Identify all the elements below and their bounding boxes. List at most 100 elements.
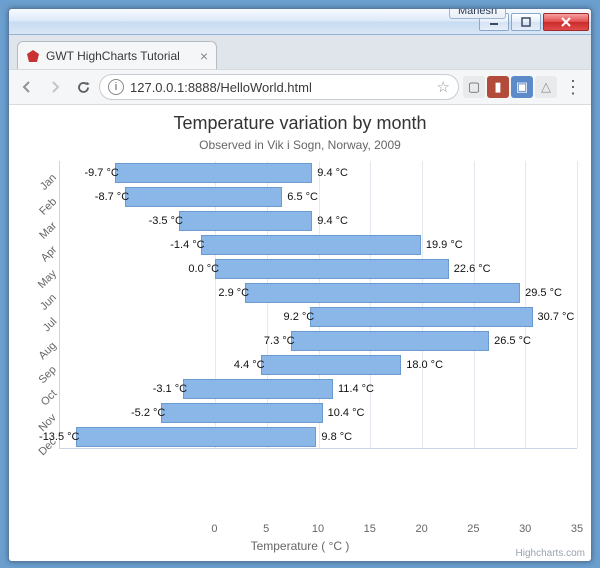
chart-row: 7.3 °C26.5 °C xyxy=(60,329,577,353)
maximize-icon xyxy=(521,17,531,27)
browser-toolbar: i 127.0.0.1:8888/HelloWorld.html ☆ ▢▮▣△ … xyxy=(9,69,591,105)
plot-area: -9.7 °C9.4 °C-8.7 °C6.5 °C-3.5 °C9.4 °C-… xyxy=(59,161,577,449)
chart-row: -13.5 °C9.8 °C xyxy=(60,425,577,449)
y-tick-label: Oct xyxy=(39,388,60,409)
high-value-label: 9.4 °C xyxy=(317,215,348,227)
low-value-label: -3.1 °C xyxy=(153,383,187,395)
chart-title: Temperature variation by month xyxy=(9,113,591,134)
high-value-label: 11.4 °C xyxy=(338,383,374,395)
ext-notebook-icon[interactable]: ▮ xyxy=(487,76,509,98)
low-value-label: 0.0 °C xyxy=(188,263,219,275)
os-titlebar: Mahesh xyxy=(9,9,591,35)
url-text: 127.0.0.1:8888/HelloWorld.html xyxy=(130,80,431,95)
arrow-right-icon xyxy=(48,80,62,94)
high-value-label: 26.5 °C xyxy=(494,335,531,347)
x-tick-label: 10 xyxy=(312,523,324,535)
ext-bolt-icon[interactable]: ▢ xyxy=(463,76,485,98)
chart-row: 2.9 °C 29.5 °C xyxy=(60,281,577,305)
range-bar[interactable] xyxy=(179,211,312,231)
y-tick-label: Jul xyxy=(41,316,59,334)
high-value-label: 18.0 °C xyxy=(406,359,443,371)
high-value-label: 19.9 °C xyxy=(426,239,463,251)
y-tick-label: Aug xyxy=(37,340,59,362)
y-tick-label: Sep xyxy=(37,364,59,386)
range-bar[interactable] xyxy=(183,379,333,399)
app-window: Mahesh GWT HighCharts Tutorial × xyxy=(8,8,592,562)
chart-row: -9.7 °C9.4 °C xyxy=(60,161,577,185)
reload-icon xyxy=(76,80,91,95)
high-value-label: 22.6 °C xyxy=(454,263,491,275)
maximize-button[interactable] xyxy=(511,13,541,31)
y-tick-label: Apr xyxy=(39,244,60,265)
x-tick-label: 25 xyxy=(467,523,479,535)
high-value-label: 10.4 °C xyxy=(328,407,365,419)
y-tick-label: Jan xyxy=(38,172,59,193)
chart-credit[interactable]: Highcharts.com xyxy=(516,548,585,559)
menu-button[interactable]: ⋮ xyxy=(561,75,585,99)
x-tick-label: 30 xyxy=(519,523,531,535)
low-value-label: -5.2 °C xyxy=(131,407,165,419)
tab-close-button[interactable]: × xyxy=(200,49,208,63)
favicon-icon xyxy=(26,49,40,63)
bookmark-star-icon[interactable]: ☆ xyxy=(437,78,450,96)
range-bar[interactable] xyxy=(76,427,317,447)
forward-button[interactable] xyxy=(43,75,67,99)
page-content: Temperature variation by month Observed … xyxy=(9,105,591,561)
chart-row: -1.4 °C 19.9 °C xyxy=(60,233,577,257)
extension-row: ▢▮▣△ xyxy=(463,76,557,98)
x-tick-label: 5 xyxy=(263,523,269,535)
low-value-label: -3.5 °C xyxy=(149,215,183,227)
x-tick-label: 15 xyxy=(364,523,376,535)
low-value-label: 9.2 °C xyxy=(284,311,315,323)
gridline xyxy=(577,161,578,448)
x-axis: 05101520253035 xyxy=(59,523,577,537)
high-value-label: 30.7 °C xyxy=(538,311,575,323)
reload-button[interactable] xyxy=(71,75,95,99)
y-tick-label: Jun xyxy=(38,292,59,313)
chart-subtitle: Observed in Vik i Sogn, Norway, 2009 xyxy=(9,138,591,152)
chart-row: 0.0 °C 22.6 °C xyxy=(60,257,577,281)
ext-drive-icon[interactable]: △ xyxy=(535,76,557,98)
ext-chromecast-icon[interactable]: ▣ xyxy=(511,76,533,98)
chart-row: 9.2 °C 30.7 °C xyxy=(60,305,577,329)
range-bar[interactable] xyxy=(161,403,322,423)
arrow-left-icon xyxy=(20,80,34,94)
range-bar[interactable] xyxy=(245,283,520,303)
browser-tab[interactable]: GWT HighCharts Tutorial × xyxy=(17,41,217,69)
high-value-label: 6.5 °C xyxy=(287,191,318,203)
chart-row: 4.4 °C 18.0 °C xyxy=(60,353,577,377)
high-value-label: 9.8 °C xyxy=(321,431,352,443)
y-tick-label: Feb xyxy=(37,196,59,218)
range-bar[interactable] xyxy=(201,235,421,255)
low-value-label: -1.4 °C xyxy=(170,239,204,251)
low-value-label: 4.4 °C xyxy=(234,359,265,371)
x-tick-label: 20 xyxy=(415,523,427,535)
chart-body: JanFebMarAprMayJunJulAugSepOctNovDec -9.… xyxy=(9,161,591,521)
chart-row: -8.7 °C 6.5 °C xyxy=(60,185,577,209)
chart-row: -5.2 °C 10.4 °C xyxy=(60,401,577,425)
low-value-label: 2.9 °C xyxy=(218,287,249,299)
back-button[interactable] xyxy=(15,75,39,99)
x-tick-label: 0 xyxy=(211,523,217,535)
y-axis-labels: JanFebMarAprMayJunJulAugSepOctNovDec xyxy=(9,161,59,449)
close-button[interactable] xyxy=(543,13,589,31)
range-bar[interactable] xyxy=(291,331,490,351)
range-bar[interactable] xyxy=(310,307,532,327)
low-value-label: -9.7 °C xyxy=(84,167,118,179)
x-axis-title: Temperature ( °C ) xyxy=(9,539,591,553)
low-value-label: -13.5 °C xyxy=(39,431,79,443)
page-info-icon[interactable]: i xyxy=(108,79,124,95)
range-bar[interactable] xyxy=(115,163,312,183)
low-value-label: -8.7 °C xyxy=(95,191,129,203)
y-tick-label: Mar xyxy=(37,220,59,242)
range-bar[interactable] xyxy=(125,187,282,207)
range-bar[interactable] xyxy=(261,355,402,375)
url-field[interactable]: i 127.0.0.1:8888/HelloWorld.html ☆ xyxy=(99,74,459,100)
y-tick-label: May xyxy=(36,268,59,291)
tab-title: GWT HighCharts Tutorial xyxy=(46,49,194,63)
range-bar[interactable] xyxy=(215,259,449,279)
x-tick-label: 35 xyxy=(571,523,583,535)
close-icon xyxy=(560,16,572,28)
chart-row: -3.5 °C 9.4 °C xyxy=(60,209,577,233)
high-value-label: 29.5 °C xyxy=(525,287,562,299)
